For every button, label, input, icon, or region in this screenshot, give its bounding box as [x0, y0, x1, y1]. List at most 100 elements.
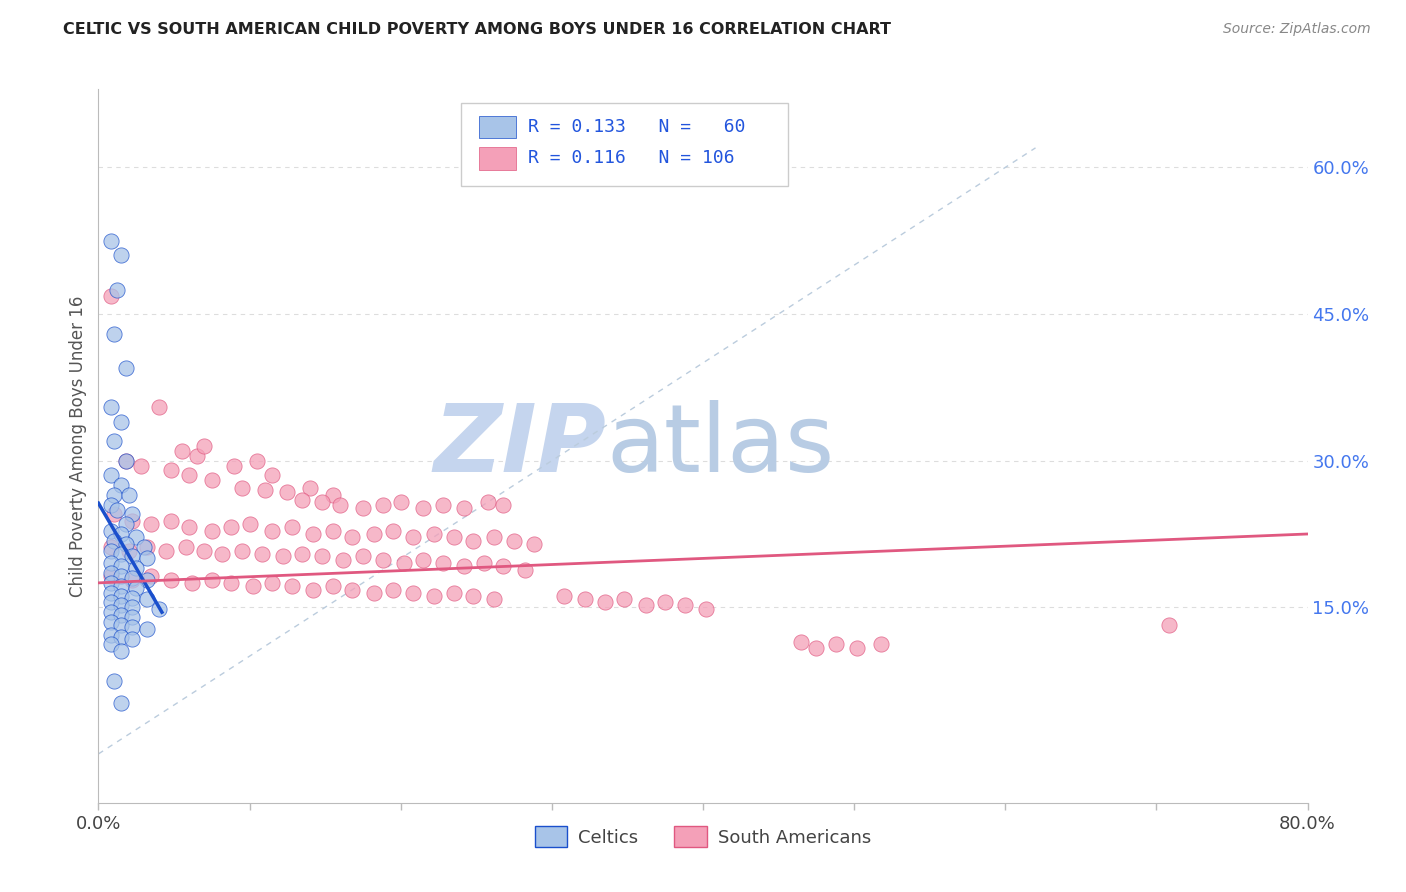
Point [352, 500, 374, 515]
Point [100, 585, 122, 599]
Point [423, 589, 446, 603]
Point [201, 473, 224, 487]
Point [412, 500, 434, 515]
Point [100, 468, 122, 483]
Point [389, 494, 412, 508]
Point [291, 547, 314, 561]
Point [114, 537, 136, 551]
Point [103, 434, 125, 449]
Point [299, 481, 322, 495]
Text: R = 0.116   N = 106: R = 0.116 N = 106 [527, 150, 734, 168]
Point [453, 500, 475, 515]
Point [105, 283, 128, 297]
Point [100, 557, 122, 571]
Point [484, 592, 506, 607]
Point [110, 644, 132, 658]
Point [135, 540, 157, 554]
Point [790, 634, 813, 648]
Point [110, 569, 132, 583]
Point [553, 589, 575, 603]
Point [211, 547, 233, 561]
Point [382, 524, 405, 538]
Point [114, 360, 136, 375]
Point [129, 458, 152, 473]
Point [110, 415, 132, 429]
Point [302, 582, 325, 597]
Point [110, 579, 132, 593]
Point [110, 599, 132, 613]
Point [371, 498, 394, 512]
Point [121, 632, 143, 646]
Point [806, 641, 828, 656]
Point [463, 589, 485, 603]
Point [160, 514, 183, 528]
Point [103, 488, 125, 502]
Text: atlas: atlas [606, 400, 835, 492]
Point [100, 289, 122, 303]
Point [221, 575, 243, 590]
Point [291, 492, 314, 507]
Point [110, 618, 132, 632]
Point [673, 599, 696, 613]
Point [311, 549, 333, 564]
Point [135, 551, 157, 566]
Point [242, 579, 264, 593]
Point [160, 463, 183, 477]
Point [110, 589, 132, 603]
Point [443, 530, 465, 544]
Point [179, 520, 201, 534]
Point [443, 585, 465, 599]
Point [148, 602, 170, 616]
Point [221, 520, 243, 534]
Text: Source: ZipAtlas.com: Source: ZipAtlas.com [1223, 22, 1371, 37]
Point [132, 540, 155, 554]
Bar [479, 147, 516, 169]
Point [239, 517, 262, 532]
Point [100, 615, 122, 629]
Point [281, 579, 304, 593]
Point [121, 573, 143, 587]
Point [121, 620, 143, 634]
Point [186, 449, 208, 463]
Point [322, 524, 344, 538]
Point [276, 485, 298, 500]
Point [141, 517, 163, 532]
Point [121, 508, 143, 522]
Point [492, 559, 515, 574]
Point [484, 530, 506, 544]
Point [246, 453, 269, 467]
FancyBboxPatch shape [461, 103, 787, 186]
Text: R = 0.133   N =   60: R = 0.133 N = 60 [527, 118, 745, 136]
Point [463, 533, 485, 548]
Point [121, 610, 143, 624]
Point [513, 563, 536, 577]
Point [432, 498, 454, 512]
Point [110, 478, 132, 492]
Point [332, 553, 354, 567]
Point [110, 696, 132, 710]
Point [371, 553, 394, 567]
Point [103, 508, 125, 522]
Point [125, 581, 148, 595]
Point [100, 524, 122, 538]
Point [382, 582, 405, 597]
Point [114, 517, 136, 532]
Point [342, 582, 364, 597]
Point [271, 549, 294, 564]
Point [654, 595, 676, 609]
Point [110, 547, 132, 561]
Point [201, 524, 224, 538]
Point [125, 530, 148, 544]
Point [100, 637, 122, 651]
Point [574, 592, 596, 607]
Point [262, 468, 284, 483]
Point [105, 502, 128, 516]
Point [110, 608, 132, 623]
Point [613, 592, 636, 607]
Y-axis label: Child Poverty Among Boys Under 16: Child Poverty Among Boys Under 16 [69, 295, 87, 597]
Point [118, 488, 141, 502]
Point [100, 569, 122, 583]
Point [392, 557, 415, 571]
Point [193, 543, 215, 558]
Point [453, 559, 475, 574]
